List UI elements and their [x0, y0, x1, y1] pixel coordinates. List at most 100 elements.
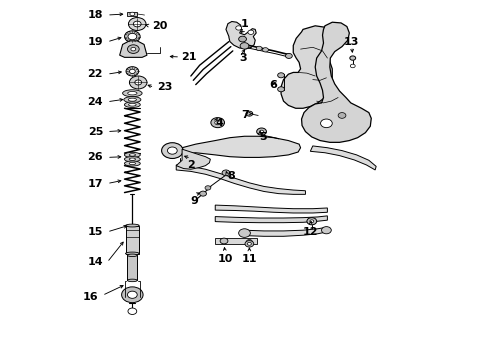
Ellipse shape: [124, 152, 140, 157]
Circle shape: [214, 121, 220, 125]
Text: 25: 25: [87, 127, 103, 136]
Circle shape: [238, 229, 250, 237]
Text: 14: 14: [87, 257, 103, 267]
Text: 19: 19: [87, 37, 103, 47]
Circle shape: [129, 69, 135, 73]
Circle shape: [320, 119, 331, 128]
Circle shape: [245, 111, 252, 116]
Ellipse shape: [129, 158, 135, 160]
Text: 5: 5: [259, 132, 266, 142]
Text: 24: 24: [87, 97, 103, 107]
Text: 9: 9: [190, 196, 198, 206]
Text: 4: 4: [215, 118, 223, 128]
Circle shape: [309, 220, 313, 223]
Bar: [125, 226, 139, 253]
Circle shape: [128, 33, 137, 40]
Circle shape: [127, 45, 139, 53]
Circle shape: [129, 76, 147, 89]
Text: 21: 21: [181, 52, 196, 62]
Ellipse shape: [123, 96, 141, 103]
Circle shape: [128, 18, 146, 31]
Ellipse shape: [125, 252, 139, 255]
Circle shape: [256, 46, 262, 50]
Circle shape: [161, 143, 183, 158]
Ellipse shape: [128, 98, 136, 101]
Ellipse shape: [129, 162, 135, 165]
Circle shape: [126, 67, 139, 76]
Circle shape: [259, 130, 263, 133]
Text: 23: 23: [157, 82, 172, 93]
Circle shape: [256, 128, 266, 135]
Circle shape: [167, 147, 177, 154]
Circle shape: [321, 226, 330, 234]
Ellipse shape: [127, 254, 137, 257]
Circle shape: [124, 31, 140, 42]
Bar: [215, 238, 256, 244]
Circle shape: [128, 308, 137, 315]
Circle shape: [247, 30, 253, 35]
Ellipse shape: [124, 157, 140, 162]
Circle shape: [285, 53, 292, 58]
Circle shape: [240, 42, 248, 49]
Circle shape: [306, 218, 316, 225]
Text: 22: 22: [87, 69, 103, 79]
Circle shape: [220, 238, 227, 244]
Text: 10: 10: [217, 253, 232, 264]
Polygon shape: [176, 149, 210, 169]
Text: 16: 16: [82, 292, 98, 302]
Circle shape: [222, 170, 229, 176]
Circle shape: [244, 240, 253, 247]
Text: 7: 7: [241, 111, 249, 121]
Ellipse shape: [129, 154, 135, 156]
Bar: [127, 255, 137, 280]
Polygon shape: [176, 165, 305, 194]
Circle shape: [247, 242, 251, 245]
Circle shape: [337, 113, 345, 118]
Circle shape: [131, 47, 136, 51]
Ellipse shape: [125, 224, 139, 227]
Text: 11: 11: [241, 253, 257, 264]
Text: 26: 26: [87, 152, 103, 162]
Polygon shape: [215, 216, 327, 223]
Text: 12: 12: [302, 226, 317, 237]
Text: 20: 20: [152, 21, 167, 31]
Text: 18: 18: [87, 10, 103, 20]
Text: 13: 13: [344, 37, 359, 47]
Circle shape: [210, 118, 224, 128]
Text: 8: 8: [227, 171, 235, 181]
Circle shape: [204, 186, 210, 190]
Circle shape: [277, 73, 284, 78]
Ellipse shape: [128, 103, 136, 106]
Circle shape: [135, 80, 142, 85]
Circle shape: [349, 64, 354, 68]
Ellipse shape: [127, 279, 137, 282]
Polygon shape: [215, 205, 327, 213]
Circle shape: [122, 287, 143, 303]
Ellipse shape: [122, 90, 142, 96]
Polygon shape: [225, 22, 256, 49]
Text: 15: 15: [87, 227, 103, 237]
Circle shape: [238, 36, 246, 42]
Polygon shape: [310, 146, 375, 170]
Polygon shape: [301, 22, 370, 142]
Ellipse shape: [124, 102, 140, 108]
Circle shape: [130, 12, 135, 16]
Bar: [127, 12, 137, 16]
Circle shape: [246, 239, 252, 244]
Circle shape: [133, 21, 141, 27]
Text: 3: 3: [239, 53, 247, 63]
Ellipse shape: [124, 161, 140, 166]
Text: 6: 6: [268, 80, 276, 90]
Polygon shape: [281, 26, 335, 108]
Polygon shape: [120, 41, 147, 57]
Circle shape: [199, 191, 206, 196]
Circle shape: [127, 291, 137, 298]
Polygon shape: [244, 227, 326, 236]
Circle shape: [277, 87, 284, 92]
Circle shape: [235, 26, 241, 30]
Ellipse shape: [127, 91, 137, 95]
Text: 1: 1: [240, 19, 248, 30]
Circle shape: [349, 56, 355, 60]
Text: 2: 2: [186, 160, 194, 170]
Circle shape: [262, 48, 268, 52]
